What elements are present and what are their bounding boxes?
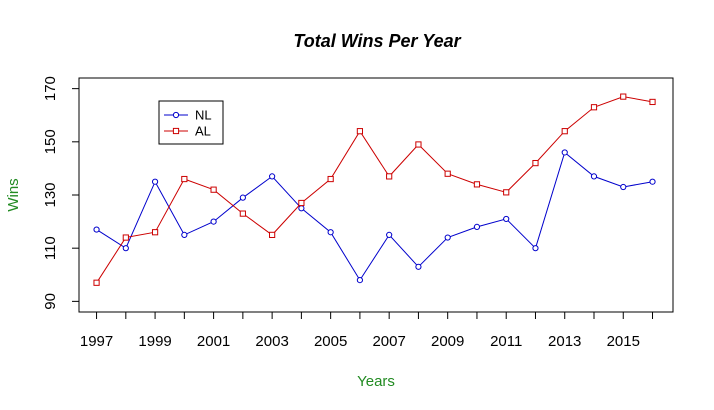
y-tick-label: 110: [42, 236, 59, 260]
x-tick-label: 2015: [607, 333, 640, 350]
data-point-nl: [532, 245, 539, 252]
data-point-al: [269, 231, 276, 238]
data-point-al: [298, 199, 305, 207]
data-point-al: [444, 170, 451, 177]
y-tick-label: 170: [42, 76, 59, 101]
data-point-al: [473, 181, 481, 188]
data-point-nl: [298, 205, 305, 212]
data-point-nl: [356, 276, 364, 284]
data-point-nl: [269, 173, 276, 180]
y-axis-label: Wins: [5, 178, 22, 211]
y-tick-label: 130: [42, 182, 59, 207]
data-point-al: [122, 234, 129, 241]
y-tick-label: 90: [42, 293, 59, 310]
data-point-al: [93, 279, 100, 286]
legend-box: [158, 100, 224, 145]
data-point-nl: [386, 231, 393, 238]
chart-title: Total Wins Per Year: [293, 31, 461, 51]
data-point-nl: [415, 263, 422, 270]
data-point-al: [415, 141, 422, 148]
data-point-al: [239, 210, 246, 217]
x-axis: 1997 1999 2001 2003 2005 2007 2009 2011 2013 2015: [80, 311, 654, 350]
data-point-al: [210, 186, 217, 193]
legend-marker-al: [172, 127, 180, 135]
x-tick-label: 2009: [431, 333, 464, 350]
data-point-al: [503, 189, 510, 196]
data-point-nl: [444, 234, 451, 241]
data-point-al: [649, 98, 656, 106]
data-point-al: [620, 93, 627, 100]
series-layer: [93, 93, 656, 286]
legend-marker-nl: [172, 111, 180, 119]
data-point-nl: [93, 226, 100, 233]
data-point-nl: [561, 149, 568, 156]
x-tick-label: 2001: [197, 333, 230, 350]
data-point-nl: [181, 231, 188, 238]
data-point-nl: [122, 245, 129, 252]
data-point-al: [151, 229, 159, 236]
data-point-nl: [503, 215, 510, 223]
x-tick-label: 2005: [314, 333, 347, 350]
series-line-al: [96, 96, 653, 284]
series-line-nl: [96, 151, 653, 282]
x-tick-label: 1997: [80, 333, 113, 350]
x-tick-label: 2011: [490, 333, 522, 350]
data-point-nl: [649, 178, 656, 185]
data-point-nl: [473, 223, 481, 231]
x-tick-label: 1999: [138, 333, 171, 350]
x-tick-label: 2007: [372, 333, 405, 350]
data-point-nl: [210, 218, 217, 225]
y-axis: 90 110 130 150 170: [42, 76, 80, 310]
data-point-nl: [620, 183, 627, 191]
data-point-nl: [590, 173, 598, 180]
y-tick-label: 150: [42, 129, 59, 154]
data-point-al: [561, 128, 568, 135]
data-point-al: [532, 159, 539, 167]
x-tick-label: 2013: [548, 333, 581, 350]
data-point-nl: [327, 229, 334, 236]
data-point-al: [590, 104, 598, 111]
data-point-al: [356, 128, 364, 135]
data-point-al: [386, 173, 393, 180]
x-axis-label: Years: [357, 373, 395, 390]
x-tick-label: 2003: [255, 333, 288, 350]
legend-label-al: AL: [195, 124, 211, 139]
legend-label-nl: NL: [195, 108, 212, 123]
data-point-nl: [239, 194, 246, 201]
data-point-al: [327, 175, 334, 183]
data-point-nl: [151, 178, 159, 185]
data-point-al: [181, 175, 188, 183]
